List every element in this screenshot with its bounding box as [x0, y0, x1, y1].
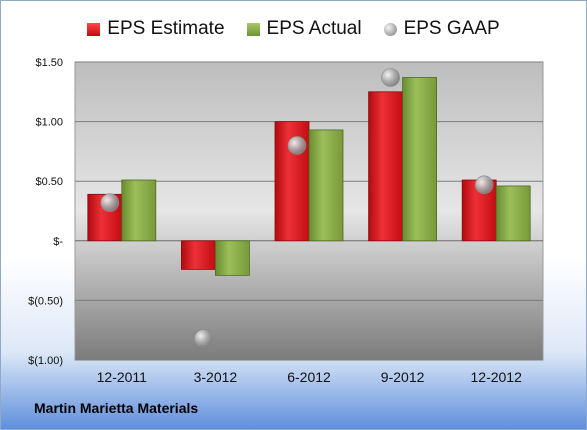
- eps-gaap-point: [100, 193, 120, 212]
- eps-actual-bar: [495, 185, 531, 242]
- company-name: Martin Marietta Materials: [34, 400, 199, 416]
- legend-item-eps-estimate: EPS Estimate: [87, 18, 225, 40]
- eps-gaap-point: [381, 68, 400, 87]
- x-tick-label: 6-2012: [287, 369, 331, 385]
- x-tick-label: 3-2012: [194, 369, 238, 385]
- y-tick-label: $0.50: [35, 176, 63, 188]
- eps-gaap-point: [287, 136, 307, 155]
- y-tick-label: $1.50: [35, 57, 63, 69]
- eps-gaap-point: [474, 175, 494, 195]
- eps-estimate-bar: [368, 91, 404, 242]
- eps-gaap-point: [194, 329, 213, 348]
- legend-item-eps-actual: EPS Actual: [246, 18, 362, 40]
- x-tick-label: 12-2011: [97, 369, 148, 385]
- legend-item-eps-gaap: EPS GAAP: [383, 18, 500, 40]
- x-tick-label: 9-2012: [381, 369, 425, 385]
- legend-swatch-eps-gaap: [383, 22, 397, 36]
- y-tick-label: $1.00: [35, 117, 63, 129]
- eps-actual-bar: [214, 240, 250, 276]
- x-tick-label: 12-2012: [471, 369, 523, 385]
- legend-swatch-eps-estimate: [87, 22, 101, 36]
- eps-actual-bar: [402, 77, 438, 242]
- eps-estimate-bar: [180, 240, 216, 270]
- legend-label-eps-estimate: EPS Estimate: [107, 18, 225, 39]
- y-tick-label: $-: [53, 236, 63, 248]
- y-tick-label: $(0.50): [28, 295, 63, 307]
- eps-actual-bar: [308, 129, 344, 242]
- y-tick-label: $(1.00): [28, 355, 63, 367]
- legend: EPS Estimate EPS Actual EPS GAAP: [0, 14, 587, 44]
- legend-label-eps-gaap: EPS GAAP: [403, 18, 500, 39]
- legend-swatch-eps-actual: [246, 22, 260, 36]
- eps-actual-bar: [121, 179, 157, 242]
- legend-label-eps-actual: EPS Actual: [266, 18, 362, 39]
